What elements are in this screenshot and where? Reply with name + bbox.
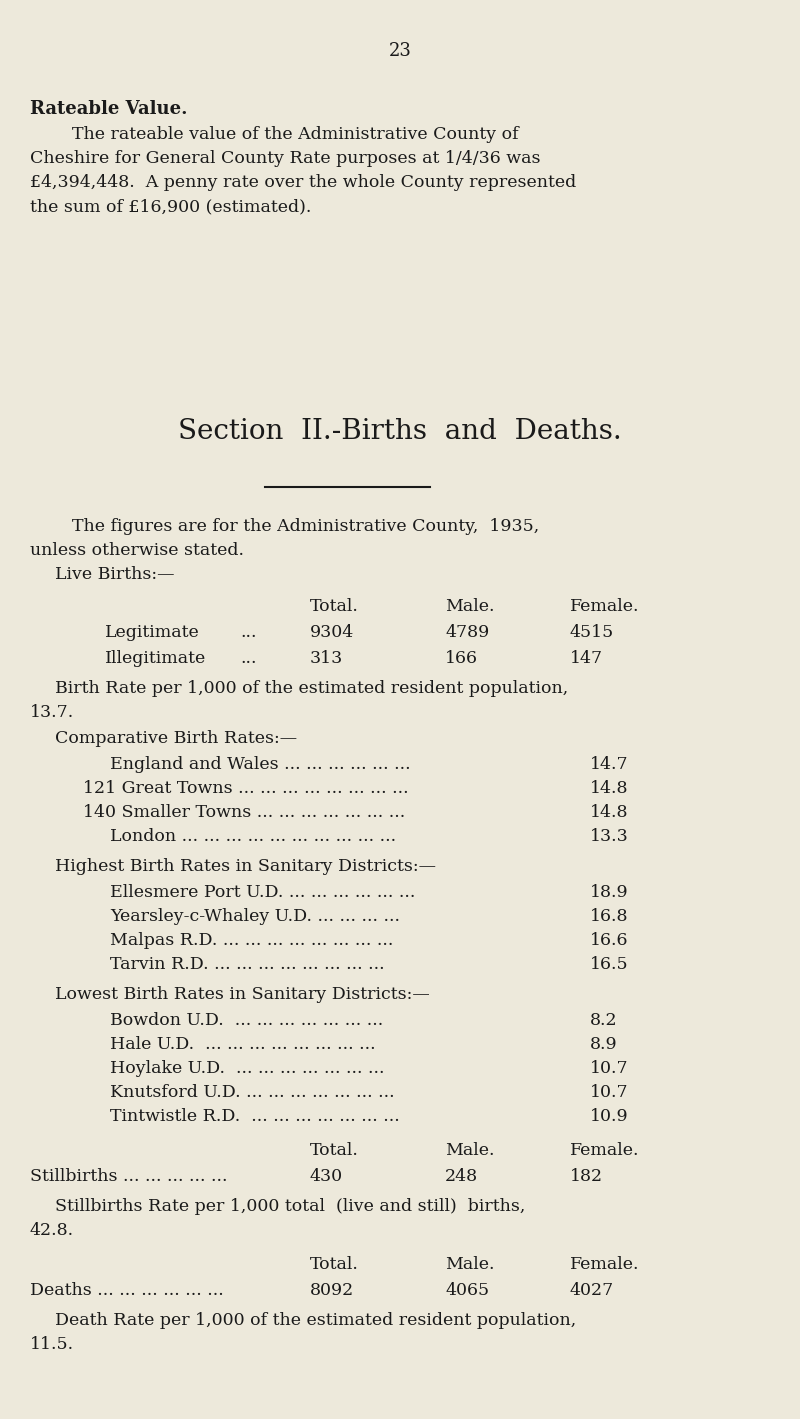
Text: Female.: Female.: [570, 1142, 639, 1159]
Text: the sum of £16,900 (estimated).: the sum of £16,900 (estimated).: [30, 199, 311, 216]
Text: Malpas R.D. ... ... ... ... ... ... ... ...: Malpas R.D. ... ... ... ... ... ... ... …: [110, 932, 394, 949]
Text: 16.6: 16.6: [590, 932, 629, 949]
Text: £4,394,448.  A penny rate over the whole County represented: £4,394,448. A penny rate over the whole …: [30, 175, 576, 192]
Text: 4065: 4065: [445, 1281, 489, 1298]
Text: 4789: 4789: [445, 624, 490, 641]
Text: Live Births:—: Live Births:—: [55, 566, 174, 583]
Text: Ellesmere Port U.D. ... ... ... ... ... ...: Ellesmere Port U.D. ... ... ... ... ... …: [110, 884, 415, 901]
Text: Cheshire for General County Rate purposes at 1/4/36 was: Cheshire for General County Rate purpose…: [30, 150, 541, 167]
Text: 4515: 4515: [570, 624, 614, 641]
Text: 9304: 9304: [310, 624, 354, 641]
Text: 13.7.: 13.7.: [30, 704, 74, 721]
Text: Total.: Total.: [310, 597, 359, 614]
Text: 4027: 4027: [570, 1281, 614, 1298]
Text: Tarvin R.D. ... ... ... ... ... ... ... ...: Tarvin R.D. ... ... ... ... ... ... ... …: [110, 956, 385, 973]
Text: 10.9: 10.9: [590, 1108, 629, 1125]
Text: Deaths ... ... ... ... ... ...: Deaths ... ... ... ... ... ...: [30, 1281, 224, 1298]
Text: 8092: 8092: [310, 1281, 354, 1298]
Text: 182: 182: [570, 1168, 603, 1185]
Text: 430: 430: [310, 1168, 343, 1185]
Text: Male.: Male.: [445, 597, 494, 614]
Text: Female.: Female.: [570, 597, 639, 614]
Text: 121 Great Towns ... ... ... ... ... ... ... ...: 121 Great Towns ... ... ... ... ... ... …: [83, 780, 409, 797]
Text: 16.8: 16.8: [590, 908, 629, 925]
Text: Legitimate: Legitimate: [105, 624, 200, 641]
Text: Knutsford U.D. ... ... ... ... ... ... ...: Knutsford U.D. ... ... ... ... ... ... .…: [110, 1084, 394, 1101]
Text: 14.8: 14.8: [590, 805, 629, 822]
Text: Total.: Total.: [310, 1142, 359, 1159]
Text: 8.2: 8.2: [590, 1012, 618, 1029]
Text: Bowdon U.D.  ... ... ... ... ... ... ...: Bowdon U.D. ... ... ... ... ... ... ...: [110, 1012, 383, 1029]
Text: 10.7: 10.7: [590, 1060, 629, 1077]
Text: The figures are for the Administrative County,  1935,: The figures are for the Administrative C…: [72, 518, 539, 535]
Text: Hoylake U.D.  ... ... ... ... ... ... ...: Hoylake U.D. ... ... ... ... ... ... ...: [110, 1060, 385, 1077]
Text: Birth Rate per 1,000 of the estimated resident population,: Birth Rate per 1,000 of the estimated re…: [55, 680, 568, 697]
Text: 14.8: 14.8: [590, 780, 629, 797]
Text: Tintwistle R.D.  ... ... ... ... ... ... ...: Tintwistle R.D. ... ... ... ... ... ... …: [110, 1108, 400, 1125]
Text: ...: ...: [240, 624, 257, 641]
Text: Lowest Birth Rates in Sanitary Districts:—: Lowest Birth Rates in Sanitary Districts…: [55, 986, 430, 1003]
Text: Illegitimate: Illegitimate: [105, 650, 206, 667]
Text: 140 Smaller Towns ... ... ... ... ... ... ...: 140 Smaller Towns ... ... ... ... ... ..…: [83, 805, 406, 822]
Text: Stillbirths ... ... ... ... ...: Stillbirths ... ... ... ... ...: [30, 1168, 227, 1185]
Text: 14.7: 14.7: [590, 756, 629, 773]
Text: Hale U.D.  ... ... ... ... ... ... ... ...: Hale U.D. ... ... ... ... ... ... ... ..…: [110, 1036, 376, 1053]
Text: 18.9: 18.9: [590, 884, 629, 901]
Text: ...: ...: [240, 650, 257, 667]
Text: unless otherwise stated.: unless otherwise stated.: [30, 542, 244, 559]
Text: Comparative Birth Rates:—: Comparative Birth Rates:—: [55, 729, 297, 746]
Text: 147: 147: [570, 650, 603, 667]
Text: 23: 23: [389, 43, 411, 60]
Text: Male.: Male.: [445, 1256, 494, 1273]
Text: Highest Birth Rates in Sanitary Districts:—: Highest Birth Rates in Sanitary District…: [55, 858, 436, 876]
Text: 313: 313: [310, 650, 343, 667]
Text: 16.5: 16.5: [590, 956, 629, 973]
Text: Section  II.-Births  and  Deaths.: Section II.-Births and Deaths.: [178, 419, 622, 446]
Text: 11.5.: 11.5.: [30, 1337, 74, 1352]
Text: 10.7: 10.7: [590, 1084, 629, 1101]
Text: 8.9: 8.9: [590, 1036, 618, 1053]
Text: 166: 166: [445, 650, 478, 667]
Text: Death Rate per 1,000 of the estimated resident population,: Death Rate per 1,000 of the estimated re…: [55, 1313, 576, 1330]
Text: Male.: Male.: [445, 1142, 494, 1159]
Text: 42.8.: 42.8.: [30, 1222, 74, 1239]
Text: The rateable value of the Administrative County of: The rateable value of the Administrative…: [72, 126, 518, 143]
Text: Rateable Value.: Rateable Value.: [30, 99, 187, 118]
Text: Stillbirths Rate per 1,000 total  (live and still)  births,: Stillbirths Rate per 1,000 total (live a…: [55, 1198, 526, 1215]
Text: 248: 248: [445, 1168, 478, 1185]
Text: London ... ... ... ... ... ... ... ... ... ...: London ... ... ... ... ... ... ... ... .…: [110, 829, 396, 844]
Text: Female.: Female.: [570, 1256, 639, 1273]
Text: 13.3: 13.3: [590, 829, 629, 844]
Text: Yearsley-c-Whaley U.D. ... ... ... ...: Yearsley-c-Whaley U.D. ... ... ... ...: [110, 908, 400, 925]
Text: England and Wales ... ... ... ... ... ...: England and Wales ... ... ... ... ... ..…: [110, 756, 410, 773]
Text: Total.: Total.: [310, 1256, 359, 1273]
